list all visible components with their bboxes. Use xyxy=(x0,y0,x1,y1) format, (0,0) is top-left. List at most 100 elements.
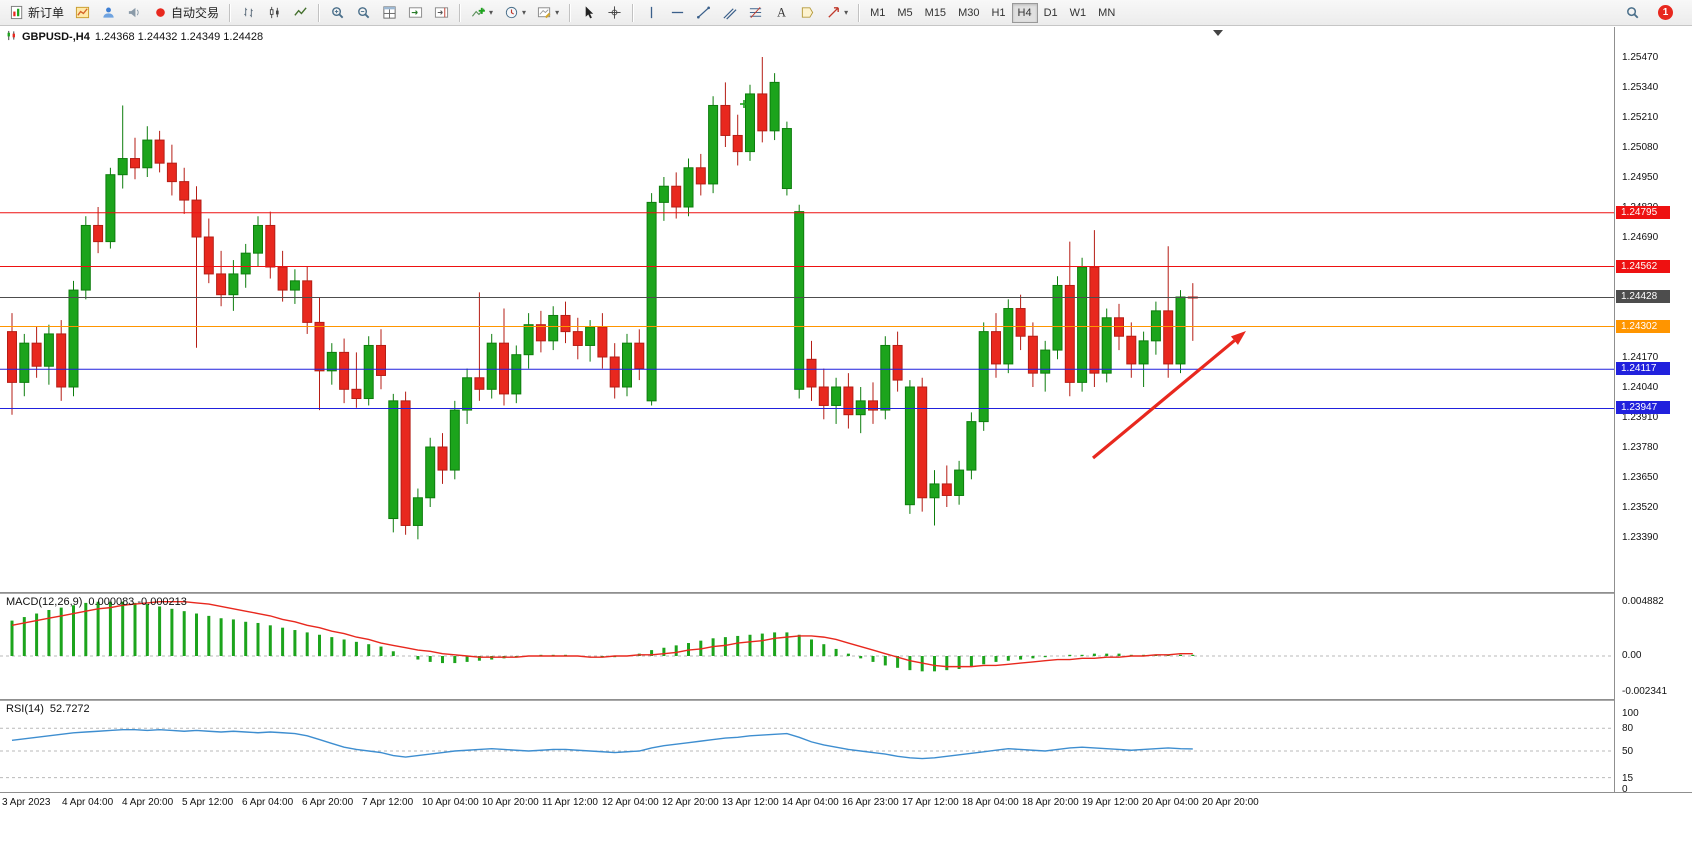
news-button[interactable] xyxy=(121,2,147,24)
candle xyxy=(203,236,214,275)
label-button[interactable] xyxy=(794,2,820,24)
candle xyxy=(892,344,903,381)
cursor-button[interactable] xyxy=(575,2,601,24)
candle xyxy=(868,400,878,411)
candlestick-chart-button[interactable] xyxy=(261,2,287,24)
timeframe-m5[interactable]: M5 xyxy=(897,6,913,19)
chevron-down-icon: ▾ xyxy=(844,8,849,17)
candle xyxy=(339,351,350,390)
channel-icon xyxy=(721,5,737,21)
candle xyxy=(548,314,559,342)
panel-splitter[interactable] xyxy=(0,592,1692,594)
candle xyxy=(388,400,399,520)
vertical-line-button[interactable] xyxy=(638,2,664,24)
time-label: 17 Apr 12:00 xyxy=(902,797,959,808)
bar-chart-icon xyxy=(240,5,256,21)
candle xyxy=(289,280,300,291)
candle xyxy=(1015,308,1026,337)
time-label: 18 Apr 20:00 xyxy=(1022,797,1079,808)
time-label: 4 Apr 04:00 xyxy=(62,797,114,808)
timeframe-h1[interactable]: H1 xyxy=(991,6,1006,19)
text-button[interactable]: A xyxy=(768,2,794,24)
candle xyxy=(486,342,497,390)
candle xyxy=(1064,284,1075,383)
line-chart-button[interactable] xyxy=(287,2,313,24)
timeframe-mn[interactable]: MN xyxy=(1098,6,1116,19)
candle xyxy=(326,351,337,372)
zoom-in-button[interactable] xyxy=(324,2,350,24)
candle xyxy=(609,356,620,388)
macd-panel[interactable]: MACD(12,26,9) 0.000083 -0.000213 xyxy=(0,594,1614,699)
crosshair-button[interactable] xyxy=(601,2,627,24)
trend-arrow[interactable] xyxy=(1091,331,1246,460)
candle xyxy=(634,342,645,370)
macd-chart[interactable] xyxy=(0,594,1614,699)
chart-window-button[interactable] xyxy=(69,2,95,24)
candle xyxy=(7,331,17,383)
candle xyxy=(462,377,473,411)
candlestick-chart[interactable] xyxy=(0,27,1614,592)
timeframe-m30[interactable]: M30 xyxy=(958,6,980,19)
panel-splitter[interactable] xyxy=(0,699,1692,701)
timeframe-h4[interactable]: H4 xyxy=(1011,2,1038,23)
fibonacci-button[interactable] xyxy=(742,2,768,24)
candle xyxy=(954,469,965,496)
autotrading-icon xyxy=(152,5,168,21)
horizontal-line-button[interactable] xyxy=(664,2,690,24)
line-chart-icon xyxy=(292,5,308,21)
candle xyxy=(1150,310,1161,342)
price-tick: 1.25080 xyxy=(1622,142,1659,153)
rsi-panel[interactable]: RSI(14) 52.7272 xyxy=(0,701,1614,792)
periods-button[interactable]: ▾ xyxy=(498,2,531,24)
clock-icon xyxy=(503,5,519,21)
zoom-out-button[interactable] xyxy=(350,2,376,24)
auto-scroll-icon xyxy=(407,5,423,21)
arrows-button[interactable]: ▾ xyxy=(820,2,853,24)
new-order-button[interactable]: 新订单 xyxy=(4,2,69,24)
chart-window[interactable]: GBPUSD-,H4 1.24368 1.24432 1.24349 1.244… xyxy=(0,27,1692,854)
time-label: 10 Apr 20:00 xyxy=(482,797,539,808)
rsi-line xyxy=(11,729,1193,760)
candle xyxy=(412,497,423,526)
alerts-button[interactable]: 1 xyxy=(1653,2,1678,24)
svg-text:A: A xyxy=(777,6,786,20)
toolbar-right: 1 xyxy=(1619,2,1688,24)
time-label: 3 Apr 2023 xyxy=(2,797,51,808)
candle xyxy=(253,224,263,254)
tile-windows-button[interactable] xyxy=(376,2,402,24)
rsi-scale-tick: 80 xyxy=(1622,723,1634,735)
chart-shift-button[interactable] xyxy=(428,2,454,24)
data-end-marker xyxy=(1213,30,1223,36)
rsi-chart[interactable] xyxy=(0,701,1614,792)
timeframe-m15[interactable]: M15 xyxy=(924,6,947,19)
bar-chart-button[interactable] xyxy=(235,2,261,24)
indicators-button[interactable]: ▾ xyxy=(465,2,498,24)
candle xyxy=(978,331,989,423)
price-chart-panel[interactable]: GBPUSD-,H4 1.24368 1.24432 1.24349 1.244… xyxy=(0,27,1614,592)
candle xyxy=(449,409,460,471)
channel-button[interactable] xyxy=(716,2,742,24)
timeframe-m1[interactable]: M1 xyxy=(870,6,886,19)
profile-button[interactable] xyxy=(95,2,121,24)
timeframe-w1[interactable]: W1 xyxy=(1069,6,1087,19)
candle xyxy=(941,483,952,496)
search-button[interactable] xyxy=(1619,2,1645,24)
timeframe-d1[interactable]: D1 xyxy=(1043,6,1058,19)
candle xyxy=(585,326,596,346)
candlestick-chart-icon xyxy=(266,5,282,21)
time-label: 10 Apr 04:00 xyxy=(422,797,479,808)
rsi-scale-tick: 15 xyxy=(1622,772,1634,784)
candle xyxy=(622,342,632,388)
auto-scroll-button[interactable] xyxy=(402,2,428,24)
candle xyxy=(843,386,854,416)
price-scale[interactable]: 1.254701.253401.252101.250801.249501.248… xyxy=(1614,27,1692,795)
time-axis[interactable]: 3 Apr 2023 4 Apr 04:00 4 Apr 20:00 5 Apr 12… xyxy=(0,792,1692,814)
trendline-button[interactable] xyxy=(690,2,716,24)
arrows-icon xyxy=(825,5,841,21)
candle xyxy=(757,93,768,132)
autotrading-button[interactable]: 自动交易 xyxy=(147,2,224,24)
price-tick: 1.25470 xyxy=(1622,52,1659,63)
candle xyxy=(437,446,448,471)
templates-button[interactable]: ▾ xyxy=(531,2,564,24)
time-label: 6 Apr 20:00 xyxy=(302,797,354,808)
